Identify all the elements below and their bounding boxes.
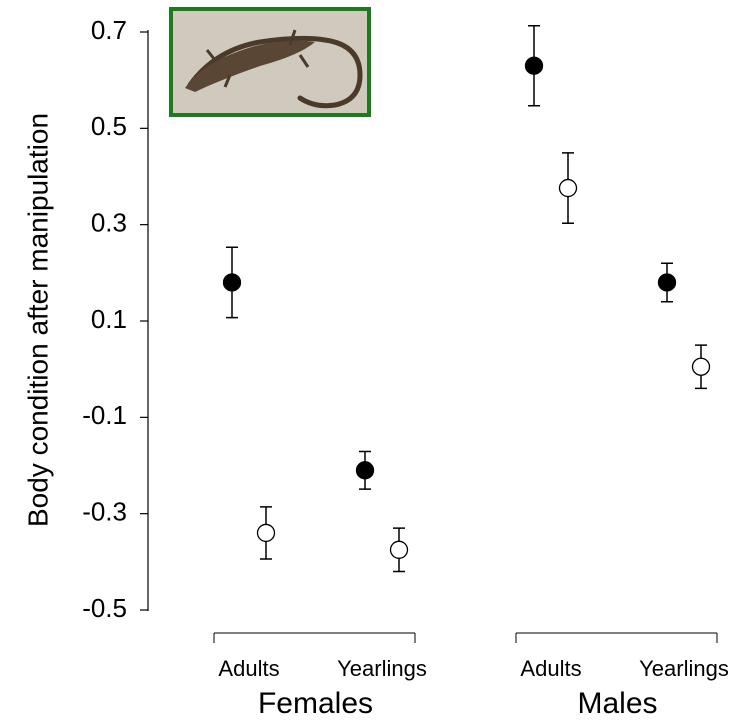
y-tick-label: 0.1 xyxy=(91,304,127,334)
y-tick-label: 0.7 xyxy=(91,15,127,45)
x-tick-label: Adults xyxy=(218,656,279,681)
lizard-photo xyxy=(169,7,371,117)
point xyxy=(256,523,276,543)
y-tick-label: -0.3 xyxy=(82,497,127,527)
lizard-tail xyxy=(187,35,363,109)
group-label: Males xyxy=(577,687,657,720)
lizard-legs xyxy=(205,29,310,88)
point xyxy=(524,56,544,75)
group-label: Females xyxy=(258,687,373,720)
x-tick-label: Adults xyxy=(520,656,581,681)
point xyxy=(222,273,242,292)
y-tick-label: 0.3 xyxy=(91,208,127,238)
x-tick-label: Yearlings xyxy=(337,656,427,681)
point xyxy=(558,178,578,198)
group-bracket xyxy=(515,632,718,643)
group-bracket xyxy=(213,632,416,643)
lizard-body xyxy=(185,40,315,92)
y-tick-label: 0.5 xyxy=(91,111,127,141)
point xyxy=(657,273,677,292)
point xyxy=(389,540,409,559)
y-tick-label: -0.1 xyxy=(82,400,127,430)
point xyxy=(355,461,375,480)
y-axis-label: Body condition after manipulation xyxy=(22,113,53,527)
y-tick-label: -0.5 xyxy=(82,593,127,623)
x-tick-label: Yearlings xyxy=(639,656,729,681)
point xyxy=(691,357,711,376)
